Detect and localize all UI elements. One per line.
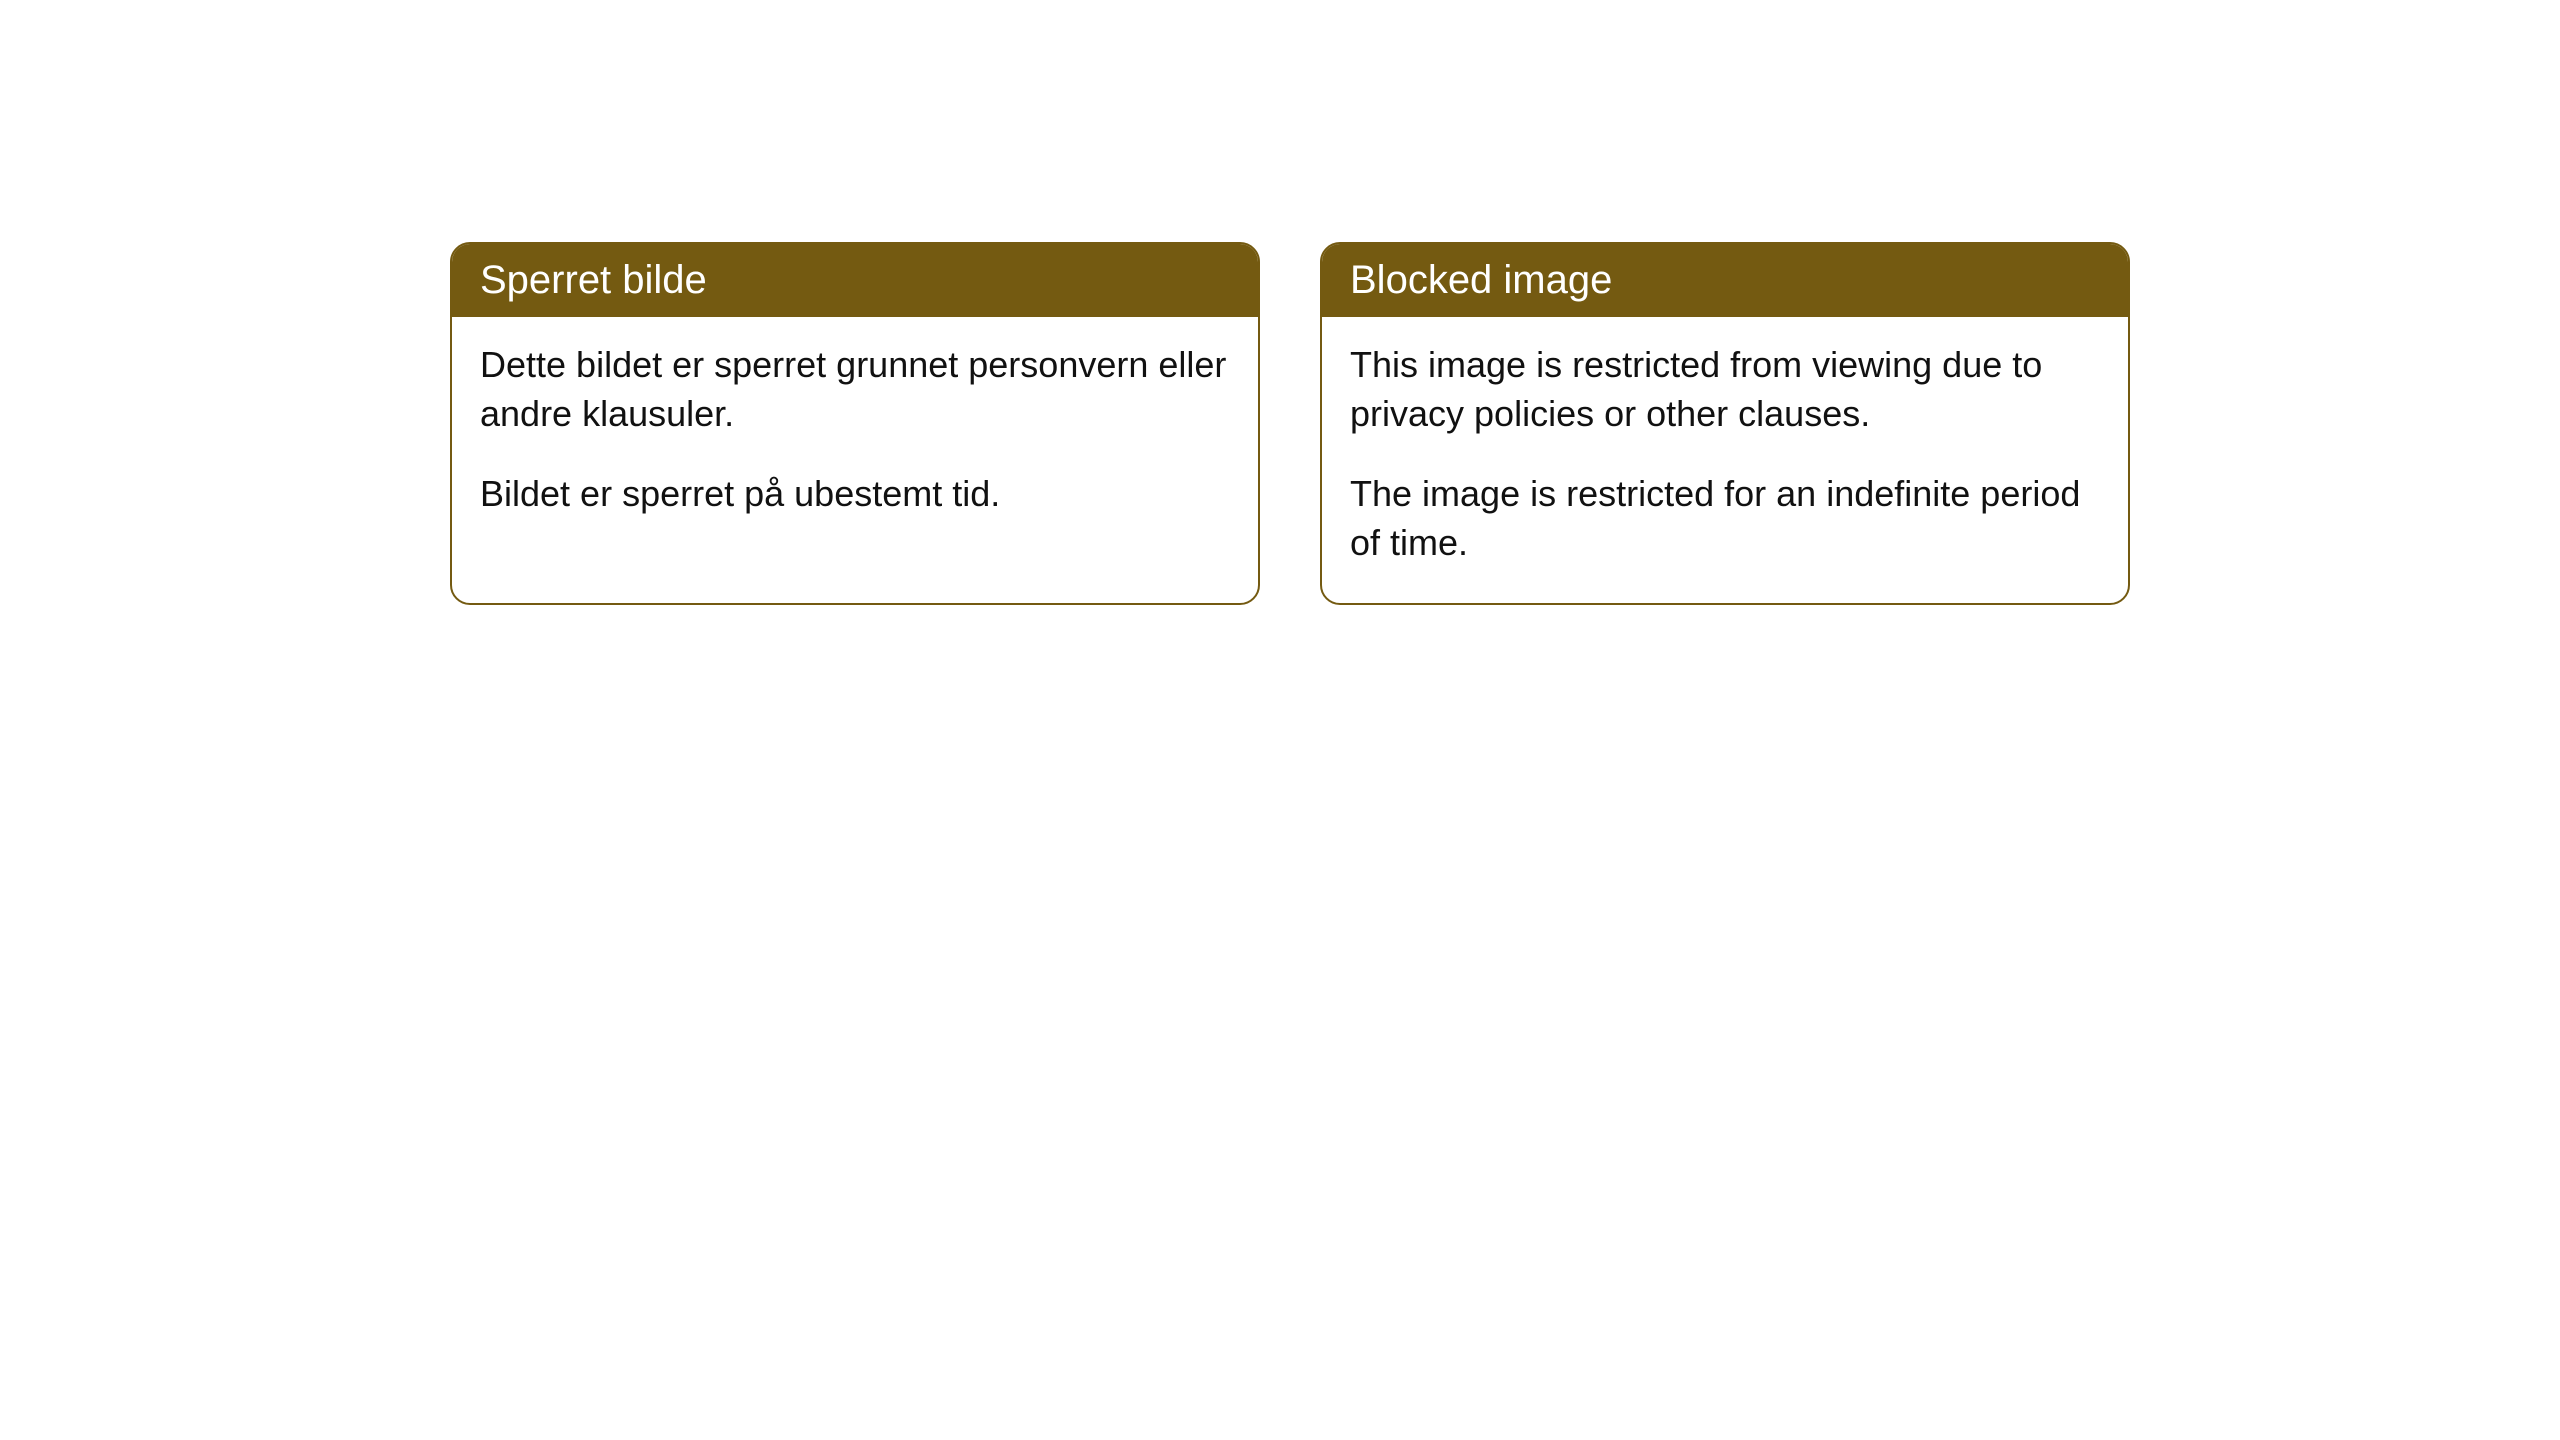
card-paragraph-2-no: Bildet er sperret på ubestemt tid. xyxy=(480,470,1230,519)
blocked-image-card-no: Sperret bilde Dette bildet er sperret gr… xyxy=(450,242,1260,605)
card-header-no: Sperret bilde xyxy=(452,244,1258,317)
card-paragraph-1-no: Dette bildet er sperret grunnet personve… xyxy=(480,341,1230,438)
card-paragraph-1-en: This image is restricted from viewing du… xyxy=(1350,341,2100,438)
card-body-no: Dette bildet er sperret grunnet personve… xyxy=(452,317,1258,555)
card-paragraph-2-en: The image is restricted for an indefinit… xyxy=(1350,470,2100,567)
cards-container: Sperret bilde Dette bildet er sperret gr… xyxy=(450,242,2130,605)
card-header-en: Blocked image xyxy=(1322,244,2128,317)
blocked-image-card-en: Blocked image This image is restricted f… xyxy=(1320,242,2130,605)
card-body-en: This image is restricted from viewing du… xyxy=(1322,317,2128,603)
